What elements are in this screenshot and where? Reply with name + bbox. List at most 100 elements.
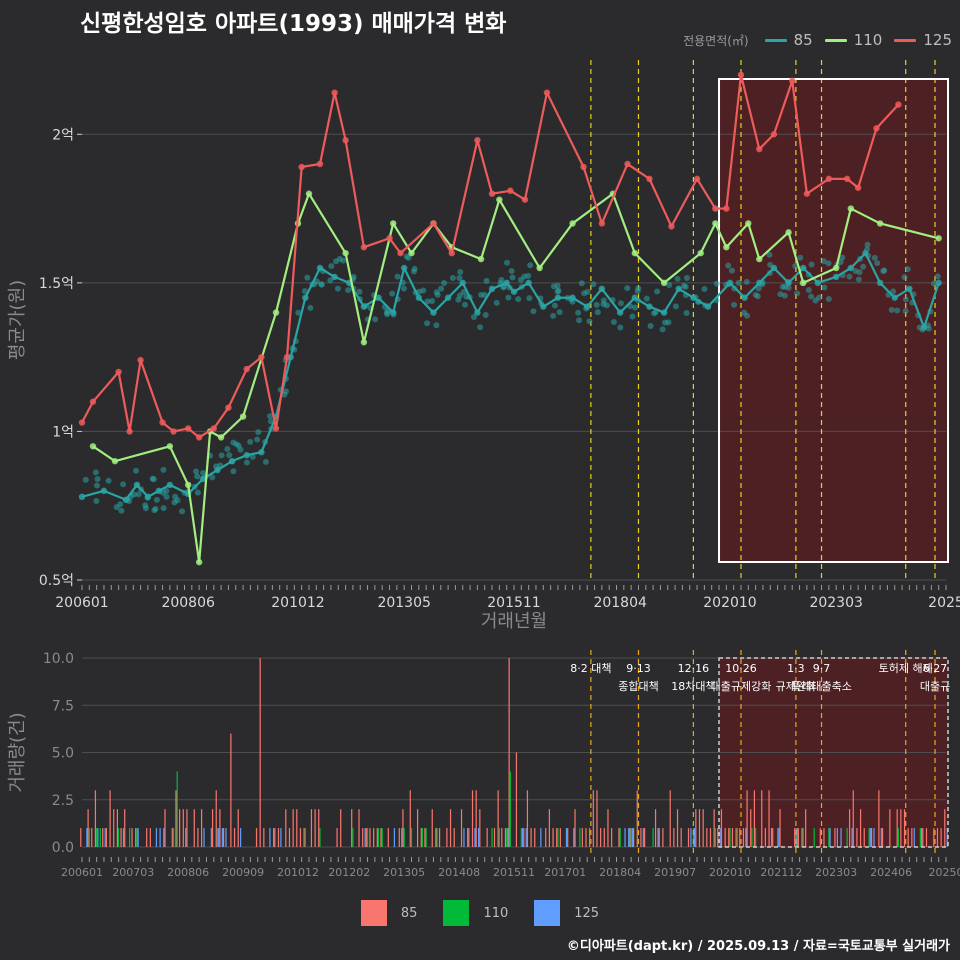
point-85 [415,294,423,301]
point-110 [785,229,792,236]
point-125 [521,196,529,203]
volume-bar-85 [135,828,137,847]
volume-bar-85 [925,828,928,847]
bar-legend-item-85: 85 [360,900,417,926]
volume-bar-125 [155,828,158,847]
volume-bar-110 [403,828,405,847]
volume-bar-125 [521,828,524,847]
point-85 [690,294,697,301]
point-85-cloud [92,469,99,476]
point-85-cloud [456,274,463,281]
volume-bar-85 [944,809,946,847]
point-85-cloud [94,475,101,482]
point-85-cloud [743,278,750,285]
point-85-cloud [901,274,908,281]
volume-bar-125 [920,828,923,847]
volume-bar-85 [398,828,400,847]
point-85-cloud [174,497,181,504]
volume-bar-125 [463,828,465,847]
volume-bar-85 [794,828,796,847]
volume-bar-110 [579,828,581,847]
volume-bar-125 [642,828,644,847]
volume-bar-85 [373,828,375,847]
volume-bar-85 [230,733,232,847]
volume-bar-85 [581,828,583,847]
volume-bar-85 [702,809,704,847]
point-85-cloud [659,326,666,333]
volume-bar-110 [319,828,321,847]
volume-bar-110 [99,828,101,847]
point-85-cloud [505,294,512,301]
volume-bar-85 [362,828,364,847]
volume-bar-85 [219,809,221,847]
volume-bar-110 [491,828,493,847]
point-85-cloud [550,283,557,290]
point-85-cloud [610,319,617,326]
volume-bar-85 [772,828,774,847]
point-110 [389,220,397,227]
point-85-cloud [526,295,533,302]
point-125 [448,249,455,257]
volume-bar-110 [813,828,815,847]
point-125 [89,398,97,405]
point-85-cloud [632,304,639,311]
volume-bar-85 [277,828,280,847]
volume-bar-85 [878,790,880,847]
volume-bar-85 [296,809,298,847]
point-85-cloud [424,320,431,327]
volume-bar-125 [401,828,403,847]
point-85-cloud [785,284,792,291]
volume-bar-110 [755,828,757,847]
volume-xtick-label: 201804 [599,866,641,879]
point-125 [78,419,86,426]
volume-bar-85 [468,828,470,847]
volume-bar-85 [299,828,302,847]
point-125 [843,175,851,183]
volume-bar-125 [796,828,798,847]
legend-bottom: 85 110 125 [0,900,960,926]
footer-credit: ©디아파트(dapt.kr) / 2025.09.13 / 자료=국토교통부 실… [566,939,950,954]
volume-bar-110 [410,828,413,847]
volume-bar-85 [285,809,287,847]
volume-bar-110 [795,828,797,847]
point-85-cloud [449,275,456,282]
volume-bar-85 [698,809,701,847]
point-85-cloud [135,491,142,498]
point-85 [675,285,682,292]
volume-xtick-label: 202010 [709,866,751,879]
point-85-cloud [600,297,607,304]
point-85-cloud [837,258,844,265]
point-85-cloud [860,263,867,270]
legend-label-85: 85 [793,31,813,49]
point-85 [847,264,855,272]
point-125 [723,205,730,212]
volume-bar-125 [873,828,875,847]
point-85-cloud [530,308,537,315]
volume-bar-85 [530,828,532,847]
point-125 [756,145,763,153]
volume-bar-85 [720,809,723,847]
point-85-cloud [794,290,801,297]
bar-legend-item-110: 110 [443,900,508,926]
volume-bar-85 [636,790,638,847]
volume-bar-125 [573,828,575,847]
volume-bar-110 [729,828,731,847]
volume-bar-85 [501,828,503,847]
volume-bar-85 [446,828,448,847]
volume-bar-125 [159,828,161,847]
point-85 [155,487,163,495]
point-85-cloud [482,312,489,319]
point-85-cloud [93,498,100,505]
point-85-cloud [666,281,673,288]
volume-bar-85 [669,790,671,847]
volume-bar-85 [750,809,752,847]
point-85-cloud [701,286,708,293]
volume-xtick-label: 202406 [870,866,912,879]
point-85 [316,264,324,272]
volume-ytick-label: 5.0 [52,746,74,762]
volume-bar-125 [836,828,838,847]
point-85-cloud [888,306,895,313]
legend-line-125 [894,38,917,42]
volume-bar-125 [507,828,509,847]
